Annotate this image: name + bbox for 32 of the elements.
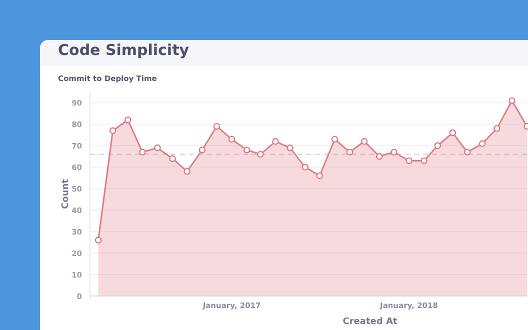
y-axis-title: Count [61,178,71,209]
point [109,127,116,134]
point [154,144,161,152]
point [198,146,206,154]
point [213,122,220,130]
point [272,138,279,145]
point [228,136,236,143]
point [346,148,354,156]
point [169,155,176,162]
chart-title: Code Simplicity [58,41,190,59]
point [331,136,338,143]
point [243,146,250,154]
point [257,150,264,158]
point [376,153,383,160]
point [360,138,368,145]
point [124,116,132,124]
point [434,142,442,150]
point [139,148,146,156]
point [420,157,428,164]
x-axis-title: Created At [342,317,398,327]
point [302,164,308,171]
point [478,140,486,147]
point [493,125,500,132]
point [286,144,294,152]
point [184,168,191,175]
point [464,148,471,156]
point [406,157,412,164]
point [449,129,456,136]
point [94,236,102,244]
point [508,97,516,104]
point [390,148,398,156]
point [316,172,324,180]
